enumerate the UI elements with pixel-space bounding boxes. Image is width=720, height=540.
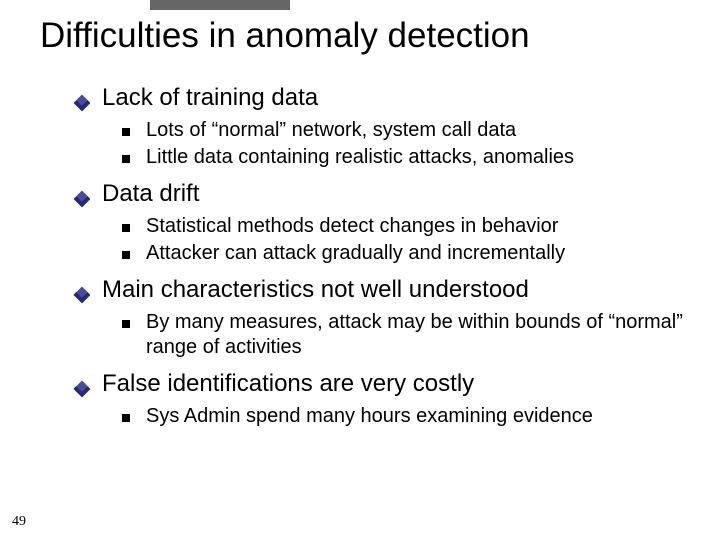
sub-item: Little data containing realistic attacks… (122, 145, 692, 170)
sub-text: Little data containing realistic attacks… (146, 145, 574, 170)
slide-content: Difficulties in anomaly detection Lack o… (0, 0, 720, 429)
bullet-text: Main characteristics not well understood (102, 276, 529, 304)
slide-title: Difficulties in anomaly detection (40, 16, 692, 56)
sub-text: Attacker can attack gradually and increm… (146, 241, 565, 266)
sub-text: Lots of “normal” network, system call da… (146, 118, 516, 143)
sub-list: Sys Admin spend many hours examining evi… (76, 404, 692, 429)
bullet-text: Data drift (102, 180, 199, 208)
list-item: False identifications are very costly Sy… (76, 370, 692, 429)
sub-item: Sys Admin spend many hours examining evi… (122, 404, 692, 429)
sub-item: By many measures, attack may be within b… (122, 310, 692, 360)
sub-list: Statistical methods detect changes in be… (76, 214, 692, 266)
square-icon (122, 414, 130, 422)
sub-item: Attacker can attack gradually and increm… (122, 241, 692, 266)
diamond-icon (74, 287, 91, 304)
square-icon (122, 251, 130, 259)
diamond-icon (74, 381, 91, 398)
square-icon (122, 320, 130, 328)
bullet-text: Lack of training data (102, 84, 318, 112)
list-item: Lack of training data Lots of “normal” n… (76, 84, 692, 170)
square-icon (122, 224, 130, 232)
bullet-list: Lack of training data Lots of “normal” n… (40, 84, 692, 429)
list-item: Data drift Statistical methods detect ch… (76, 180, 692, 266)
sub-item: Statistical methods detect changes in be… (122, 214, 692, 239)
square-icon (122, 155, 130, 163)
top-accent-bar (150, 0, 290, 10)
sub-item: Lots of “normal” network, system call da… (122, 118, 692, 143)
list-item: Main characteristics not well understood… (76, 276, 692, 360)
diamond-icon (74, 95, 91, 112)
sub-text: Sys Admin spend many hours examining evi… (146, 404, 593, 429)
page-number: 49 (12, 514, 26, 530)
bullet-text: False identifications are very costly (102, 370, 474, 398)
sub-text: Statistical methods detect changes in be… (146, 214, 558, 239)
sub-list: By many measures, attack may be within b… (76, 310, 692, 360)
sub-text: By many measures, attack may be within b… (146, 310, 692, 360)
diamond-icon (74, 191, 91, 208)
square-icon (122, 128, 130, 136)
sub-list: Lots of “normal” network, system call da… (76, 118, 692, 170)
